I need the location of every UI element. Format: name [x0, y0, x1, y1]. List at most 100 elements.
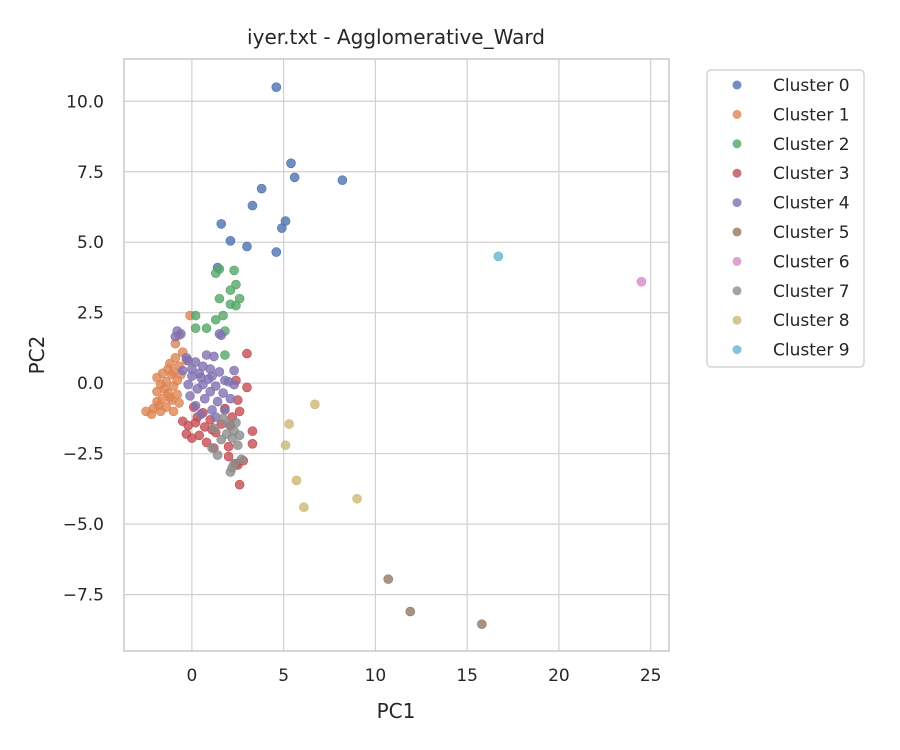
- data-point: [256, 183, 267, 194]
- data-point: [225, 285, 236, 295]
- legend-label: Cluster 8: [773, 311, 850, 331]
- data-point: [190, 310, 201, 321]
- data-point: [229, 265, 239, 276]
- legend-marker: [732, 80, 742, 90]
- data-point: [146, 409, 157, 420]
- data-point: [216, 434, 227, 445]
- chart-title: iyer.txt - Agglomerative_Ward: [247, 25, 545, 49]
- data-point: [271, 82, 282, 92]
- data-point: [174, 398, 184, 408]
- data-point: [234, 430, 245, 441]
- y-tick-label: −2.5: [63, 445, 104, 465]
- data-point: [225, 236, 236, 246]
- series-cluster-6: [636, 276, 647, 287]
- data-point: [236, 454, 247, 465]
- data-point: [199, 393, 210, 404]
- data-point: [289, 172, 300, 183]
- data-point: [277, 223, 287, 233]
- data-point: [284, 419, 294, 429]
- x-tick-label: 15: [456, 666, 478, 686]
- data-point: [247, 426, 258, 436]
- data-point: [383, 574, 394, 584]
- data-point: [286, 158, 296, 169]
- data-point: [170, 331, 181, 342]
- legend-label: Cluster 7: [773, 282, 850, 302]
- data-point: [177, 416, 188, 427]
- data-point: [209, 351, 219, 362]
- data-point: [216, 330, 227, 341]
- data-point: [280, 440, 291, 451]
- data-point: [207, 371, 217, 381]
- legend-marker: [732, 345, 742, 355]
- legend-marker: [732, 109, 742, 119]
- y-tick-label: 2.5: [77, 304, 104, 324]
- legend: Cluster 0 Cluster 1 Cluster 2 Cluster 3 Clus…: [706, 69, 865, 368]
- x-tick-label: 20: [548, 666, 570, 686]
- data-point: [196, 372, 206, 383]
- legend-marker: [732, 256, 742, 266]
- data-point: [218, 413, 228, 424]
- data-point: [225, 393, 236, 404]
- data-point: [337, 175, 348, 186]
- legend-label: Cluster 5: [773, 223, 850, 243]
- data-point: [185, 391, 195, 401]
- x-tick-label: 0: [186, 666, 197, 686]
- y-tick-label: 5.0: [77, 233, 104, 253]
- data-point: [214, 293, 225, 304]
- data-point: [168, 406, 179, 417]
- data-point: [231, 300, 241, 311]
- data-point: [636, 276, 647, 287]
- x-tick-label: 5: [278, 666, 289, 686]
- series-cluster-8: [280, 399, 362, 513]
- data-point: [201, 323, 212, 334]
- y-axis-label: PC2: [25, 336, 49, 375]
- data-point: [247, 200, 258, 211]
- data-point: [299, 502, 309, 513]
- data-point: [234, 406, 245, 417]
- data-point: [247, 438, 258, 449]
- y-tick-label: −7.5: [63, 586, 104, 606]
- series-cluster-4: [170, 326, 239, 422]
- data-point: [214, 367, 225, 377]
- data-point: [168, 367, 179, 377]
- data-point: [225, 467, 236, 477]
- data-point: [232, 440, 243, 451]
- data-point: [216, 219, 227, 229]
- data-point: [352, 493, 362, 504]
- y-tick-label: 0.0: [77, 374, 104, 394]
- series-cluster-2: [190, 264, 245, 360]
- data-point: [154, 400, 164, 411]
- data-point: [229, 365, 239, 376]
- series-cluster-0: [212, 82, 348, 273]
- data-point: [187, 433, 197, 443]
- data-point: [271, 247, 282, 257]
- series-cluster-5: [383, 574, 487, 630]
- data-point: [242, 348, 252, 359]
- data-point: [220, 350, 230, 360]
- legend-label: Cluster 3: [773, 164, 850, 184]
- data-point: [242, 382, 252, 393]
- data-points: [141, 82, 647, 630]
- legend-label: Cluster 2: [773, 135, 850, 155]
- legend-marker: [732, 286, 742, 296]
- y-tick-label: −5.0: [63, 515, 104, 535]
- x-tick-label: 10: [365, 666, 387, 686]
- x-tick-labels: 0 5 10 15 20 25: [186, 666, 661, 686]
- legend-label: Cluster 0: [773, 76, 850, 96]
- data-point: [229, 379, 239, 390]
- legend-label: Cluster 6: [773, 252, 850, 272]
- data-point: [229, 458, 239, 469]
- y-tick-label: 10.0: [66, 92, 104, 112]
- data-point: [210, 314, 221, 325]
- data-point: [190, 323, 201, 334]
- data-point: [220, 405, 230, 415]
- data-point: [477, 619, 487, 630]
- legend-label: Cluster 1: [773, 105, 850, 125]
- y-tick-label: 7.5: [77, 163, 104, 183]
- legend-marker: [732, 198, 742, 208]
- series-cluster-7: [207, 413, 247, 477]
- legend-marker: [732, 168, 742, 178]
- data-point: [223, 441, 234, 452]
- data-point: [212, 450, 223, 460]
